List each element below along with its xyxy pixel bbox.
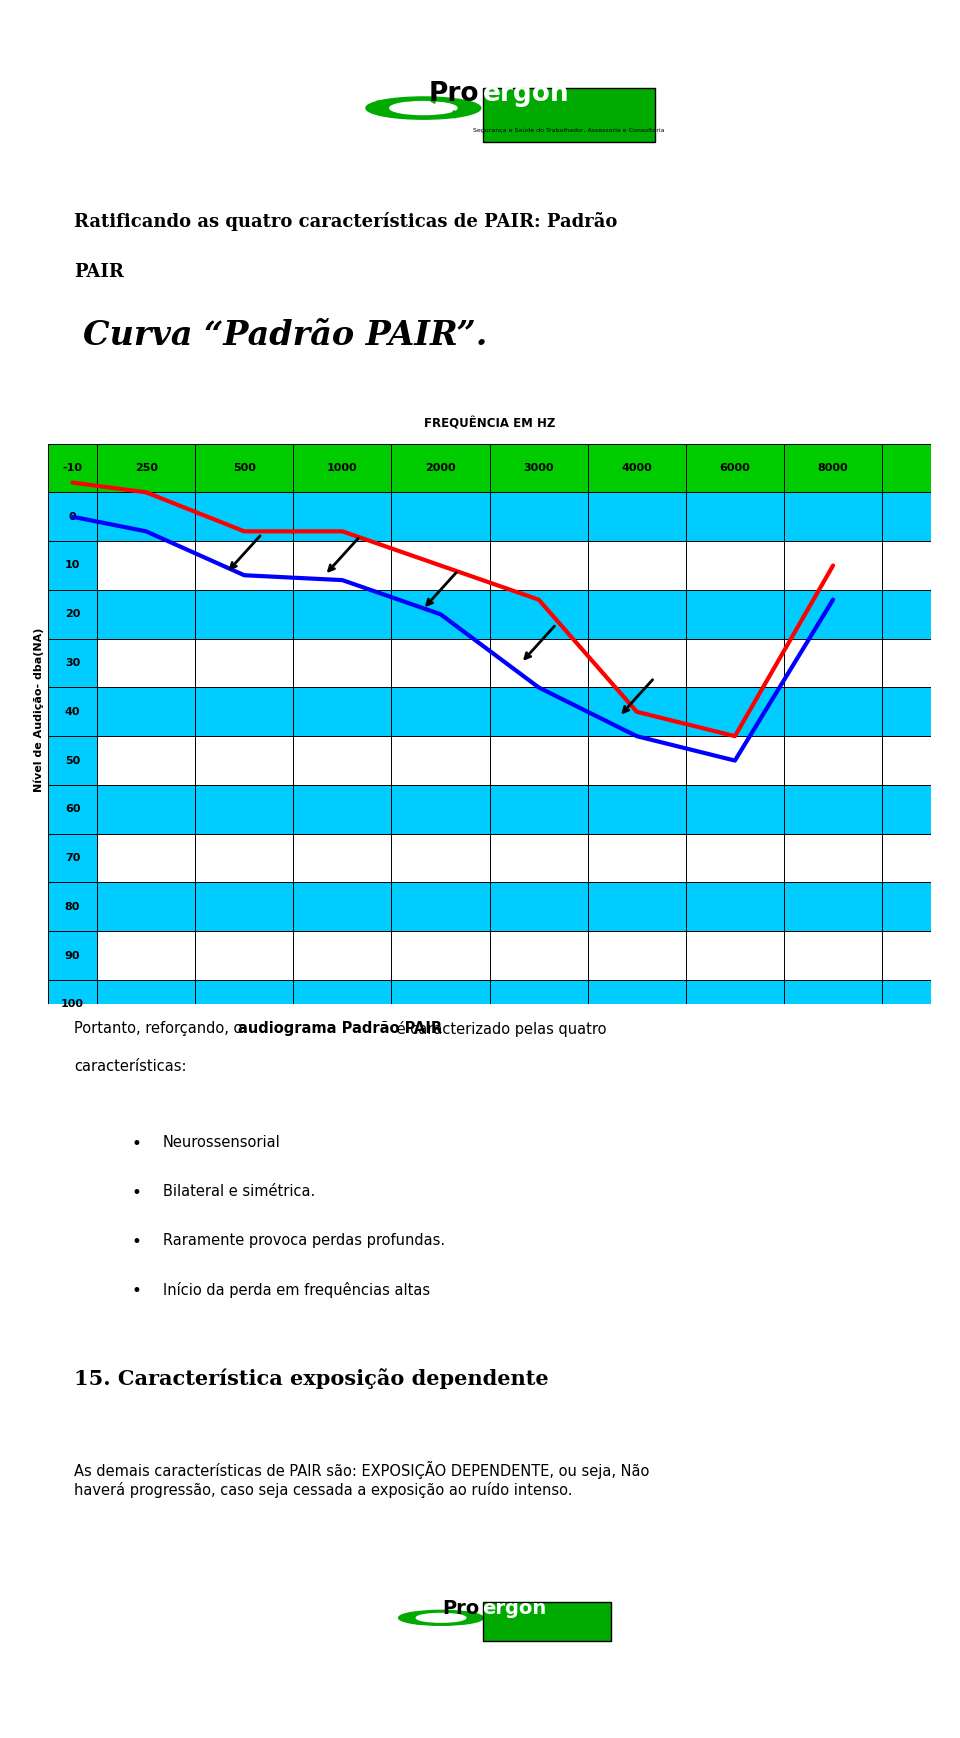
Text: 250: 250 <box>134 462 157 473</box>
Bar <box>97 932 931 980</box>
Text: Ratificando as quatro características de PAIR: Padrão: Ratificando as quatro características de… <box>75 212 618 231</box>
Text: •: • <box>132 1135 141 1152</box>
Text: 30: 30 <box>65 659 80 667</box>
Text: •: • <box>132 1281 141 1300</box>
Text: características:: características: <box>75 1058 187 1074</box>
Text: Neurossensorial: Neurossensorial <box>163 1135 280 1151</box>
Bar <box>97 688 931 737</box>
Text: 20: 20 <box>65 610 81 619</box>
Bar <box>97 589 931 638</box>
Text: 2000: 2000 <box>425 462 456 473</box>
Text: 90: 90 <box>64 951 81 961</box>
Text: 8000: 8000 <box>818 462 849 473</box>
Text: •: • <box>132 1232 141 1251</box>
Text: Segurança e Saúde do Trabalhador, Assessoria e Consultoria: Segurança e Saúde do Trabalhador, Assess… <box>473 127 665 134</box>
Text: 80: 80 <box>65 902 81 912</box>
Bar <box>97 834 931 883</box>
Circle shape <box>417 1613 466 1622</box>
Text: é caracterizado pelas quatro: é caracterizado pelas quatro <box>393 1020 607 1038</box>
Bar <box>97 638 931 688</box>
Bar <box>48 492 97 1005</box>
Text: ergon: ergon <box>483 1599 547 1618</box>
Bar <box>97 980 931 1029</box>
Text: audiograma Padrão PAIR: audiograma Padrão PAIR <box>238 1020 442 1036</box>
Text: 70: 70 <box>65 853 81 864</box>
FancyBboxPatch shape <box>483 1602 611 1641</box>
Bar <box>97 541 931 589</box>
Bar <box>48 443 931 492</box>
Text: Pro: Pro <box>428 82 479 108</box>
Text: 15. Característica exposição dependente: 15. Característica exposição dependente <box>75 1368 549 1389</box>
Text: PAIR: PAIR <box>75 262 125 280</box>
FancyBboxPatch shape <box>483 87 655 143</box>
Text: 500: 500 <box>233 462 255 473</box>
Text: 10: 10 <box>65 560 81 570</box>
Circle shape <box>390 101 457 115</box>
Text: •: • <box>132 1184 141 1201</box>
Text: As demais características de PAIR são: EXPOSIÇÃO DEPENDENTE, ou seja, Não
haverá: As demais características de PAIR são: E… <box>75 1462 650 1498</box>
Circle shape <box>366 97 481 120</box>
Text: 50: 50 <box>65 756 80 765</box>
Text: Portanto, reforçando, o: Portanto, reforçando, o <box>75 1020 248 1036</box>
Bar <box>97 883 931 932</box>
Text: 1000: 1000 <box>327 462 358 473</box>
Text: Bilateral e simétrica.: Bilateral e simétrica. <box>163 1184 315 1199</box>
Y-axis label: Nível de Audição- dba(NA): Nível de Audição- dba(NA) <box>34 627 44 791</box>
Text: 6000: 6000 <box>720 462 751 473</box>
Text: FREQUÊNCIA EM HZ: FREQUÊNCIA EM HZ <box>424 417 555 431</box>
Bar <box>97 492 931 541</box>
Bar <box>97 786 931 834</box>
Text: 4000: 4000 <box>621 462 652 473</box>
Text: Pro: Pro <box>442 1599 479 1618</box>
Text: 0: 0 <box>69 511 77 521</box>
Text: Raramente provoca perdas profundas.: Raramente provoca perdas profundas. <box>163 1232 444 1248</box>
Text: 60: 60 <box>64 805 81 815</box>
Text: ergon: ergon <box>483 82 569 108</box>
Text: 40: 40 <box>64 707 81 716</box>
Circle shape <box>398 1611 484 1625</box>
Text: 100: 100 <box>61 999 84 1010</box>
Text: Curva “Padrão PAIR”.: Curva “Padrão PAIR”. <box>84 318 488 351</box>
Text: 3000: 3000 <box>523 462 554 473</box>
Text: Início da perda em frequências altas: Início da perda em frequências altas <box>163 1281 430 1298</box>
Text: -10: -10 <box>62 462 83 473</box>
Bar <box>97 737 931 786</box>
